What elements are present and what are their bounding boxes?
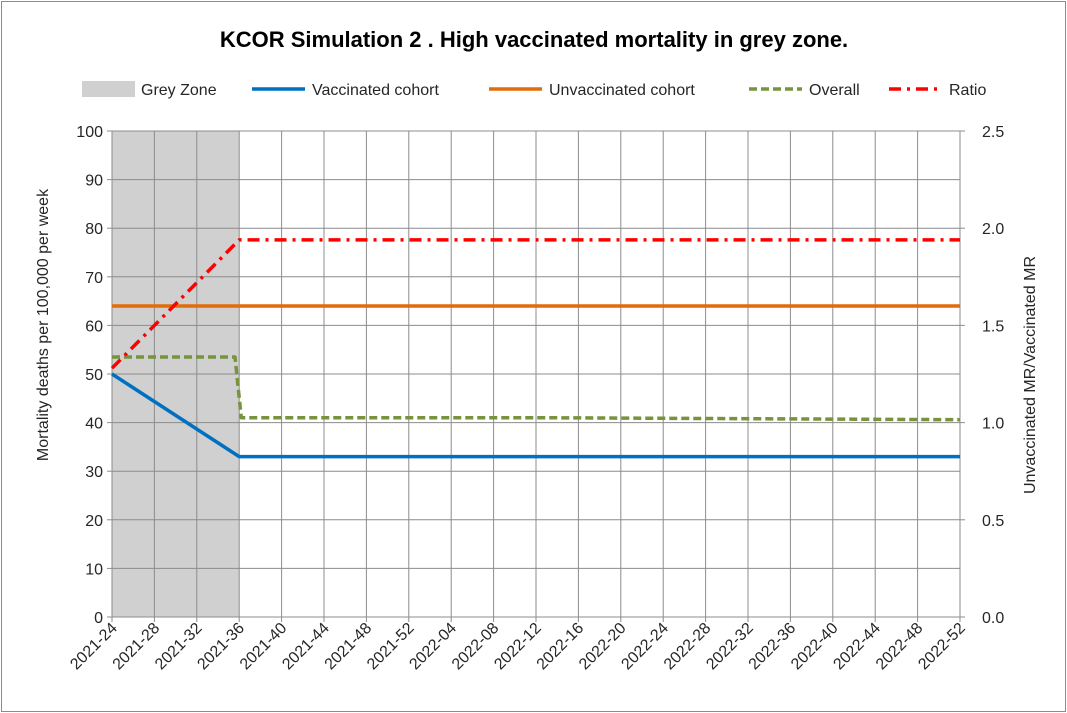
y-tick-label: 60 (85, 318, 103, 335)
y2-axis-title: Unvaccinated MR/Vaccinated MR (1022, 256, 1039, 494)
x-tick-label: 2022-52 (915, 620, 969, 674)
legend-swatch-grey-zone (82, 81, 135, 97)
legend-label-vaccinated-cohort: Vaccinated cohort (312, 82, 439, 99)
y-tick-label: 30 (85, 464, 103, 481)
y-tick-label: 10 (85, 561, 103, 578)
y-tick-label: 40 (85, 416, 103, 433)
chart-title: KCOR Simulation 2 . High vaccinated mort… (220, 27, 848, 52)
y2-tick-label: 0.0 (982, 610, 1004, 627)
y-tick-label: 0 (94, 610, 103, 627)
y-tick-label: 80 (85, 221, 103, 238)
y-tick-label: 100 (76, 124, 103, 141)
y2-tick-label: 1.5 (982, 318, 1004, 335)
y-tick-label: 90 (85, 173, 103, 190)
y-tick-label: 50 (85, 367, 103, 384)
y-tick-label: 70 (85, 270, 103, 287)
series-line-vaccinated-cohort (111, 372, 960, 459)
series-line-overall (112, 355, 961, 422)
y2-tick-label: 2.0 (982, 221, 1004, 238)
y2-tick-label: 1.0 (982, 416, 1004, 433)
legend-label-overall: Overall (809, 82, 860, 99)
series-line-ratio (110, 238, 960, 370)
legend-label-unvaccinated-cohort: Unvaccinated cohort (549, 82, 695, 99)
y2-tick-label: 0.5 (982, 513, 1004, 530)
legend: Grey Zone Vaccinated cohort Unvaccinated c… (82, 81, 986, 99)
legend-label-ratio: Ratio (949, 82, 986, 99)
plot-area: 0 10 20 30 40 50 60 70 80 90 100 0.0 0.5 1.0 1.5 2.0 2.5… (67, 124, 1004, 673)
legend-label-grey-zone: Grey Zone (141, 82, 217, 99)
y2-tick-label: 2.5 (982, 124, 1004, 141)
y-axis-title: Mortality deaths per 100,000 per week (35, 188, 52, 461)
y-tick-label: 20 (85, 513, 103, 530)
